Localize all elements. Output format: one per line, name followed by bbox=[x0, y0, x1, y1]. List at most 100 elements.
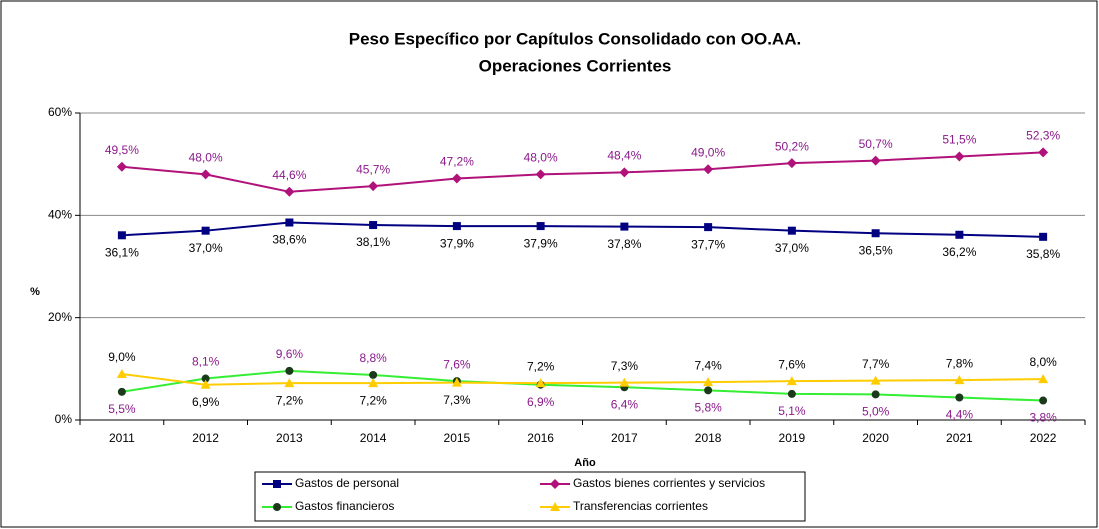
x-tick-label: 2013 bbox=[276, 431, 303, 445]
marker bbox=[117, 231, 126, 240]
marker bbox=[1038, 147, 1049, 158]
legend-label: Gastos de personal bbox=[295, 476, 399, 490]
data-label: 9,6% bbox=[276, 347, 304, 361]
marker bbox=[955, 393, 964, 402]
data-label: 36,5% bbox=[859, 243, 893, 257]
marker bbox=[285, 366, 294, 375]
marker bbox=[369, 370, 378, 379]
data-label: 47,2% bbox=[440, 155, 474, 169]
data-label: 8,8% bbox=[359, 351, 387, 365]
marker bbox=[954, 375, 965, 385]
marker bbox=[273, 503, 281, 511]
data-label: 37,0% bbox=[775, 241, 809, 255]
x-tick-label: 2017 bbox=[611, 431, 638, 445]
data-label: 37,0% bbox=[189, 241, 223, 255]
marker bbox=[368, 181, 379, 192]
legend-label: Transferencias corrientes bbox=[573, 499, 708, 513]
marker bbox=[703, 164, 714, 175]
chart-subtitle: Operaciones Corrientes bbox=[479, 56, 672, 75]
legend-box bbox=[254, 471, 806, 522]
legend-label: Gastos bienes corrientes y servicios bbox=[573, 476, 765, 490]
marker bbox=[620, 222, 629, 231]
marker bbox=[535, 378, 546, 388]
data-label: 7,7% bbox=[862, 357, 890, 371]
marker bbox=[870, 375, 881, 385]
data-label: 6,9% bbox=[192, 395, 220, 409]
marker bbox=[368, 378, 379, 388]
data-label: 49,5% bbox=[105, 143, 139, 157]
legend-label: Gastos financieros bbox=[295, 499, 394, 513]
y-axis-label: % bbox=[30, 286, 40, 298]
data-label: 48,0% bbox=[524, 151, 558, 165]
data-label: 7,2% bbox=[276, 393, 304, 407]
marker bbox=[200, 169, 211, 180]
data-label: 7,2% bbox=[359, 393, 387, 407]
data-label: 6,4% bbox=[611, 397, 639, 411]
x-tick-label: 2022 bbox=[1030, 431, 1057, 445]
data-label: 5,1% bbox=[778, 404, 806, 418]
marker bbox=[273, 480, 281, 488]
data-label: 7,8% bbox=[946, 356, 974, 370]
marker bbox=[786, 376, 797, 386]
marker bbox=[786, 158, 797, 169]
data-label: 7,3% bbox=[443, 393, 471, 407]
data-label: 7,6% bbox=[443, 357, 471, 371]
y-tick-label: 0% bbox=[55, 412, 73, 426]
marker bbox=[619, 167, 630, 178]
y-tick-label: 20% bbox=[48, 310, 72, 324]
data-label: 6,9% bbox=[527, 395, 555, 409]
marker bbox=[284, 378, 295, 388]
marker bbox=[201, 374, 210, 383]
marker bbox=[116, 368, 127, 378]
marker bbox=[954, 151, 965, 162]
data-label: 8,1% bbox=[192, 355, 220, 369]
data-label: 37,9% bbox=[524, 236, 558, 250]
marker bbox=[369, 221, 378, 230]
marker bbox=[1039, 232, 1048, 241]
chart-title: Peso Específico por Capítulos Consolidad… bbox=[349, 29, 801, 48]
x-tick-label: 2018 bbox=[695, 431, 722, 445]
data-label: 35,8% bbox=[1026, 247, 1060, 261]
marker bbox=[535, 169, 546, 180]
marker bbox=[870, 155, 881, 166]
marker bbox=[284, 186, 295, 197]
marker bbox=[871, 229, 880, 238]
data-label: 50,2% bbox=[775, 139, 809, 153]
marker bbox=[117, 387, 126, 396]
x-axis-label: Año bbox=[574, 457, 596, 469]
data-label: 36,2% bbox=[942, 245, 976, 259]
data-label: 48,4% bbox=[607, 149, 641, 163]
marker bbox=[704, 223, 713, 232]
series-line bbox=[121, 369, 1044, 402]
marker bbox=[285, 218, 294, 227]
data-label: 49,0% bbox=[691, 145, 725, 159]
marker bbox=[955, 230, 964, 239]
data-label: 38,1% bbox=[356, 235, 390, 249]
data-label: 7,3% bbox=[611, 359, 639, 373]
data-label: 48,0% bbox=[189, 151, 223, 165]
data-label: 52,3% bbox=[1026, 129, 1060, 143]
data-label: 51,5% bbox=[942, 133, 976, 147]
x-tick-label: 2021 bbox=[946, 431, 973, 445]
marker bbox=[201, 226, 210, 235]
marker bbox=[787, 389, 796, 398]
marker bbox=[871, 390, 880, 399]
data-label: 5,0% bbox=[862, 405, 890, 419]
x-tick-label: 2019 bbox=[779, 431, 806, 445]
series-line bbox=[121, 221, 1044, 238]
data-label: 4,4% bbox=[946, 408, 974, 422]
marker bbox=[550, 479, 560, 489]
data-label: 37,8% bbox=[607, 237, 641, 251]
marker bbox=[703, 377, 714, 387]
y-tick-label: 60% bbox=[48, 105, 72, 119]
x-tick-label: 2020 bbox=[862, 431, 889, 445]
data-label: 38,6% bbox=[272, 233, 306, 247]
data-label: 9,0% bbox=[108, 350, 136, 364]
data-label: 7,2% bbox=[527, 359, 555, 373]
marker bbox=[619, 377, 630, 387]
data-label: 36,1% bbox=[105, 245, 139, 259]
marker bbox=[451, 377, 462, 387]
marker bbox=[452, 222, 461, 231]
